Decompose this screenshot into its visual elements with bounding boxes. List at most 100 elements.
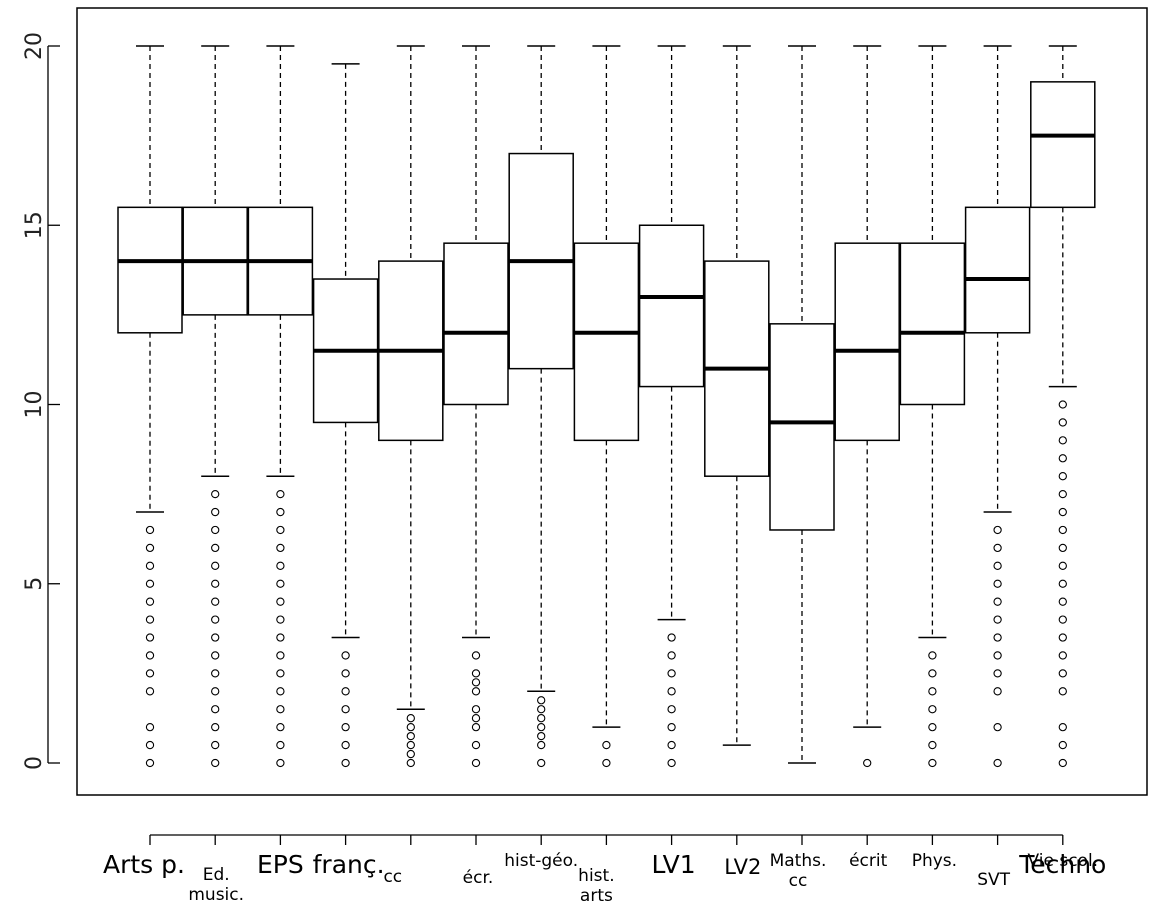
outlier-point	[471, 714, 481, 723]
outlier-point	[406, 731, 415, 741]
iqr-box	[964, 206, 1031, 334]
outlier-point	[276, 561, 285, 570]
outlier-point	[211, 723, 220, 732]
outlier-point	[276, 507, 285, 517]
iqr-box	[1030, 81, 1096, 209]
outlier-point	[341, 651, 350, 660]
outlier-point	[993, 687, 1002, 696]
outlier-point	[1058, 436, 1067, 445]
outlier-point	[1058, 633, 1067, 642]
outlier-point	[276, 669, 285, 678]
x-category-label: hist-géo.	[504, 851, 578, 871]
outlier-point	[928, 758, 937, 768]
outlier-point	[602, 740, 611, 750]
x-category-label: Vie scol.	[1028, 851, 1099, 871]
outlier-point	[1058, 489, 1067, 499]
y-tick-label: 20	[22, 32, 47, 60]
box-group	[378, 45, 444, 768]
outlier-point	[276, 543, 285, 553]
outlier-point	[276, 525, 285, 535]
box-group	[182, 45, 248, 768]
outlier-point	[928, 705, 937, 714]
outlier-point	[145, 669, 155, 678]
x-category-label: Ed. music.	[188, 865, 244, 905]
outlier-point	[145, 758, 155, 768]
iqr-box	[899, 242, 966, 406]
y-axis: 0 5 10 15 20	[22, 32, 60, 770]
outlier-point	[993, 669, 1002, 678]
plot-frame	[76, 7, 1148, 796]
outlier-point	[993, 633, 1002, 642]
outlier-point	[537, 714, 546, 723]
x-category-label: SVT	[977, 870, 1010, 890]
outlier-point	[276, 633, 285, 642]
boxplot-series	[117, 45, 1096, 768]
outlier-point	[993, 615, 1002, 624]
outlier-point	[406, 740, 415, 750]
outlier-point	[1058, 400, 1067, 409]
outlier-point	[1058, 579, 1067, 588]
box-group	[508, 45, 574, 768]
outlier-point	[211, 758, 220, 768]
outlier-point	[667, 687, 676, 696]
outlier-point	[276, 579, 285, 588]
x-category-label: EPS	[257, 850, 304, 879]
x-category-label: Techno	[1018, 850, 1106, 879]
box-group	[704, 45, 770, 746]
outlier-point	[145, 633, 155, 642]
box-group	[899, 45, 966, 768]
box-group	[638, 45, 705, 768]
outlier-point	[993, 543, 1002, 553]
outlier-point	[211, 579, 220, 588]
y-tick-label: 5	[22, 577, 47, 591]
y-tick-label: 10	[22, 391, 47, 419]
outlier-point	[928, 723, 937, 732]
outlier-point	[667, 705, 676, 714]
outlier-point	[993, 597, 1002, 606]
outlier-point	[928, 669, 937, 678]
box-group	[312, 63, 379, 768]
outlier-point	[276, 740, 285, 750]
x-category-label: cc	[383, 867, 402, 887]
box-group	[443, 45, 509, 768]
outlier-point	[276, 687, 285, 696]
x-axis: Arts p. Ed. music. EPS franç.cc écr. hist-géo.…	[103, 834, 1106, 906]
outlier-point	[928, 740, 937, 750]
outlier-point	[211, 687, 220, 696]
y-tick-label: 0	[22, 756, 47, 770]
outlier-point	[341, 740, 350, 750]
outlier-point	[1058, 758, 1067, 768]
outlier-point	[211, 543, 220, 553]
outlier-point	[406, 758, 415, 768]
outlier-point	[863, 758, 872, 768]
outlier-point	[276, 651, 285, 660]
outlier-point	[276, 615, 285, 624]
y-tick-label: 15	[22, 211, 47, 239]
outlier-point	[145, 723, 155, 732]
outlier-point	[276, 723, 285, 732]
outlier-point	[928, 687, 937, 696]
outlier-point	[667, 758, 676, 768]
outlier-point	[537, 758, 546, 768]
outlier-point	[471, 687, 481, 696]
outlier-point	[667, 723, 676, 732]
outlier-point	[406, 749, 415, 759]
outlier-point	[667, 740, 676, 750]
box-group	[834, 45, 900, 768]
outlier-point	[211, 740, 220, 750]
outlier-point	[471, 723, 481, 732]
outlier-point	[211, 705, 220, 714]
outlier-point	[1058, 687, 1067, 696]
x-category-label: LV1	[651, 850, 695, 879]
x-category-label: franç.	[313, 850, 385, 879]
outlier-point	[993, 758, 1002, 768]
outlier-point	[145, 597, 155, 606]
outlier-point	[1058, 561, 1067, 570]
outlier-point	[1058, 507, 1067, 517]
outlier-point	[1058, 615, 1067, 624]
outlier-point	[341, 669, 350, 678]
iqr-box	[834, 242, 900, 442]
outlier-point	[537, 740, 546, 750]
outlier-point	[1058, 669, 1067, 678]
outlier-point	[1058, 543, 1067, 553]
